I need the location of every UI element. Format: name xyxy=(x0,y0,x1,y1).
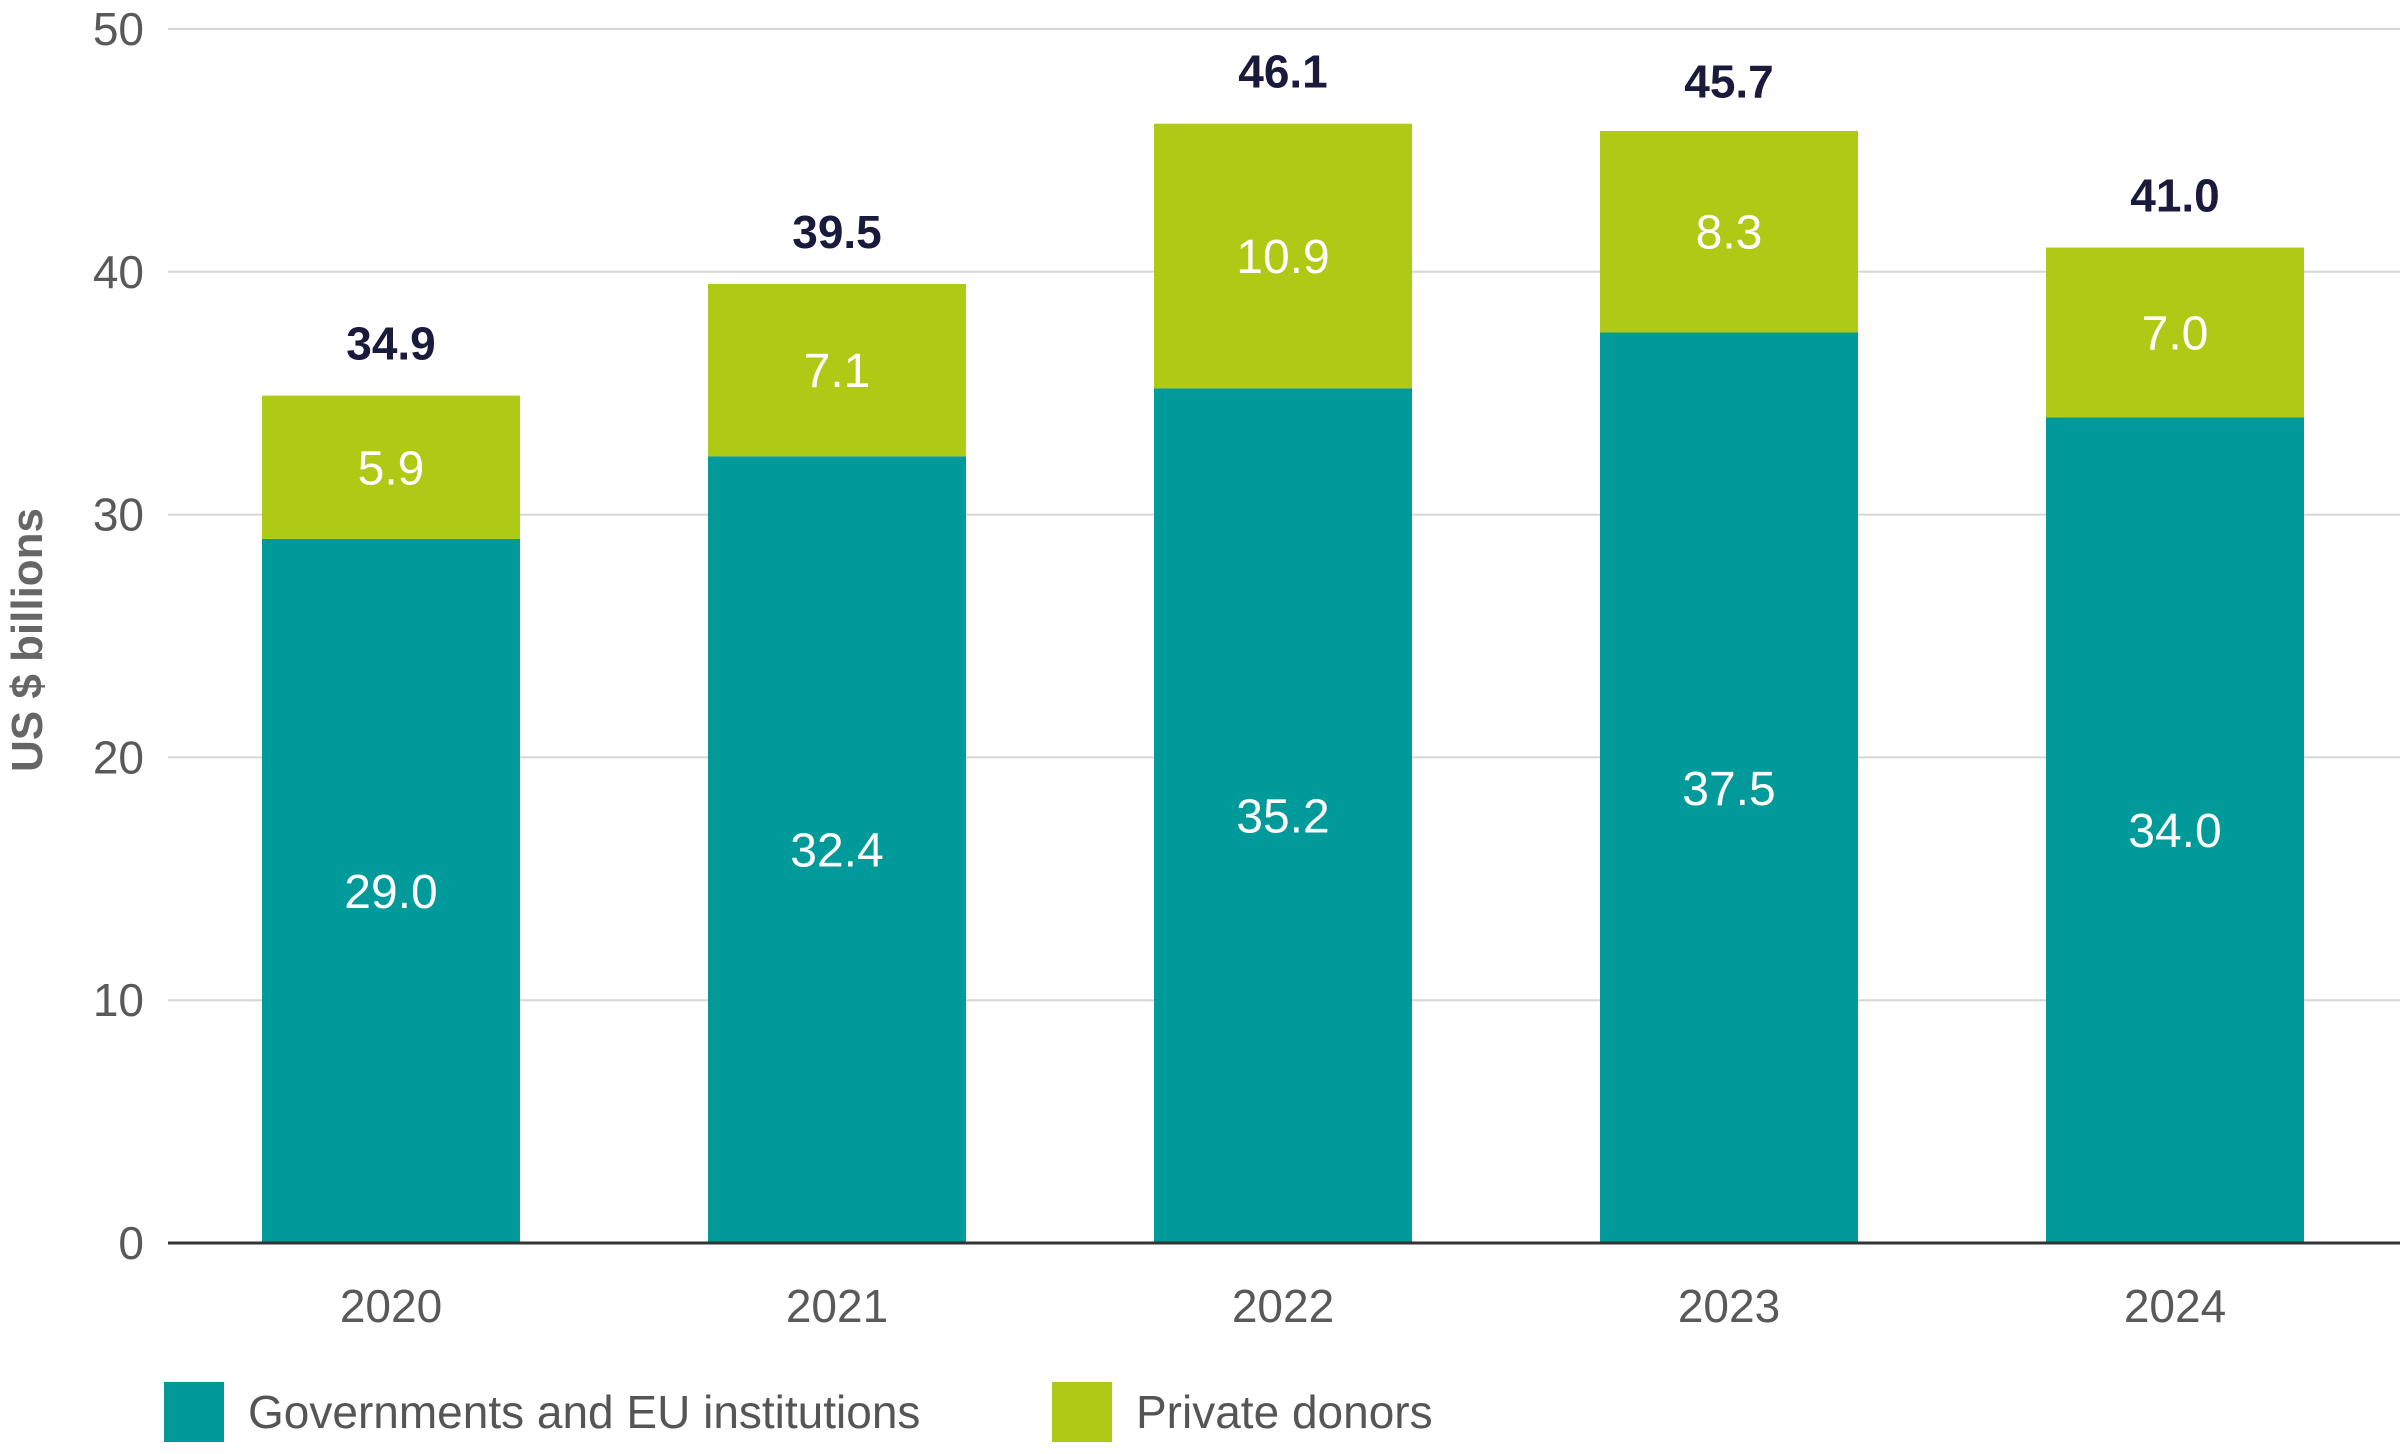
legend-swatch xyxy=(164,1382,224,1442)
x-tick-label: 2024 xyxy=(2124,1280,2226,1332)
x-tick-label: 2020 xyxy=(340,1280,442,1332)
bar-segment xyxy=(708,283,966,457)
legend-label: Governments and EU institutions xyxy=(248,1386,920,1438)
legend-label: Private donors xyxy=(1136,1386,1433,1438)
segment-data-label: 7.1 xyxy=(804,345,871,398)
segment-data-label: 35.2 xyxy=(1236,791,1329,844)
bar-segment xyxy=(2046,247,2304,418)
y-tick-label: 30 xyxy=(93,489,144,541)
total-data-label: 39.5 xyxy=(792,206,882,258)
legend: Governments and EU institutions Private d… xyxy=(164,1382,1433,1442)
segment-data-label: 32.4 xyxy=(790,825,883,878)
bars: 29.0 5.9 34.9 32.4 7.1 39.5 35.2 10.9 46.1 37.5 8.… xyxy=(262,46,2304,1244)
x-tick-label: 2022 xyxy=(1232,1280,1334,1332)
segment-data-label: 5.9 xyxy=(358,442,425,495)
bar-segment xyxy=(1154,388,1412,1243)
segment-data-label: 7.0 xyxy=(2142,308,2209,361)
y-axis-label: US $ billions xyxy=(3,508,52,772)
segment-data-label: 29.0 xyxy=(344,866,437,919)
bar-segment xyxy=(262,395,520,539)
y-tick-label: 20 xyxy=(93,731,144,783)
y-tick-label: 40 xyxy=(93,246,144,298)
y-tick-label: 50 xyxy=(93,3,144,55)
x-tick-label: 2023 xyxy=(1678,1280,1780,1332)
segment-data-label: 10.9 xyxy=(1236,231,1329,284)
bar-segment xyxy=(1600,332,1858,1243)
x-axis-ticks: 2020 2021 2022 2023 2024 xyxy=(340,1280,2226,1332)
segment-data-label: 8.3 xyxy=(1696,207,1763,260)
bar-segment xyxy=(1154,123,1412,389)
y-axis-ticks: 0 10 20 30 40 50 xyxy=(93,3,144,1269)
total-data-label: 45.7 xyxy=(1684,55,1774,107)
bar-segment xyxy=(708,456,966,1243)
legend-swatch xyxy=(1052,1382,1112,1442)
segment-data-label: 34.0 xyxy=(2128,805,2221,858)
bar-segment xyxy=(1600,130,1858,333)
bar-segment xyxy=(262,538,520,1243)
total-data-label: 34.9 xyxy=(346,318,436,370)
segment-data-label: 37.5 xyxy=(1682,763,1775,816)
total-data-label: 46.1 xyxy=(1238,46,1328,98)
total-data-label: 41.0 xyxy=(2130,170,2220,222)
bar-segment xyxy=(2046,417,2304,1244)
y-tick-label: 10 xyxy=(93,974,144,1026)
y-tick-label: 0 xyxy=(118,1217,144,1269)
x-tick-label: 2021 xyxy=(786,1280,888,1332)
